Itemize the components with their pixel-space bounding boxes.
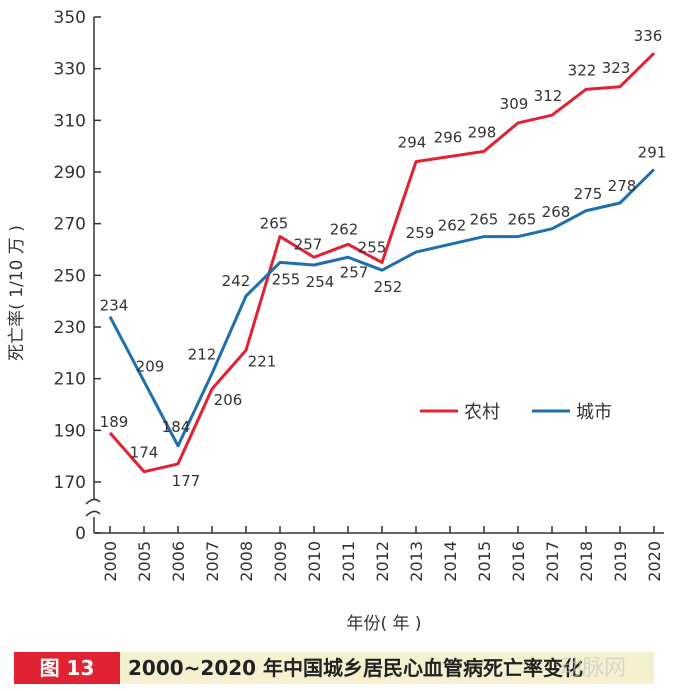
data-label-rural: 255	[358, 238, 387, 256]
y-tick-label: 330	[54, 60, 86, 80]
y-ticks: 0 170 190 210 230 250 270 290 310 330 350	[54, 8, 101, 544]
x-ticks: 2000 2005 2006 2007 2008 2009 2010 2011 2012 2013…	[101, 526, 664, 582]
data-label-urban: 242	[222, 272, 251, 290]
x-tick-label: 2017	[543, 541, 562, 582]
x-tick-label: 2010	[305, 541, 324, 582]
data-label-urban: 254	[306, 273, 335, 291]
data-label-urban: 209	[136, 357, 165, 375]
data-label-urban: 212	[188, 346, 217, 364]
data-label-urban: 255	[272, 270, 301, 288]
data-label-rural: 221	[248, 352, 277, 370]
x-axis-title: 年份( 年 )	[346, 614, 421, 634]
data-label-rural: 174	[130, 444, 159, 462]
data-label-rural: 294	[398, 134, 427, 152]
data-label-urban: 262	[438, 216, 467, 234]
chart: 0 170 190 210 230 250 270 290 310 330 350 2000 2005…	[7, 8, 667, 634]
data-label-urban: 265	[470, 211, 499, 229]
data-label-rural: 322	[568, 61, 597, 79]
data-label-rural: 298	[468, 123, 497, 141]
series-lines	[108, 52, 656, 474]
x-tick-label: 2005	[135, 541, 154, 582]
data-label-rural: 323	[602, 59, 631, 77]
series-line-rural	[108, 52, 656, 474]
x-tick-label: 2007	[203, 541, 222, 582]
legend-label-rural: 农村	[464, 402, 500, 423]
y-tick-label: 290	[54, 163, 86, 183]
y-tick-label: 230	[54, 318, 86, 338]
x-tick-label: 2014	[441, 541, 460, 582]
y-tick-label: 170	[54, 473, 86, 493]
watermark-logo: 动脉网	[560, 656, 627, 681]
data-label-urban: 234	[100, 297, 129, 315]
legend-label-urban: 城市	[576, 402, 612, 423]
x-tick-label: 2020	[645, 541, 664, 582]
figure-caption: 图 13 2000~2020 年中国城乡居民心血管病死亡率变化	[14, 652, 654, 684]
x-tick-label: 2012	[373, 541, 392, 582]
y-tick-label: 350	[54, 8, 86, 28]
x-tick-label: 2015	[475, 541, 494, 582]
y-axis-title: 死亡率( 1/10 万 )	[7, 225, 27, 361]
y-tick-label: 0	[75, 524, 86, 544]
x-tick-label: 2009	[271, 541, 290, 582]
data-label-rural: 177	[172, 472, 201, 490]
x-tick-label: 2016	[509, 541, 528, 582]
data-label-urban: 291	[638, 143, 667, 161]
data-label-urban: 259	[406, 224, 435, 242]
data-label-rural: 262	[330, 220, 359, 238]
x-tick-label: 2006	[169, 541, 188, 582]
figure-number-tag: 图 13	[14, 652, 120, 684]
x-tick-label: 2018	[577, 541, 596, 582]
data-label-rural: 265	[260, 215, 289, 233]
x-tick-label: 2008	[237, 541, 256, 582]
x-tick-label: 2013	[407, 541, 426, 582]
y-tick-label: 250	[54, 266, 86, 286]
data-label-urban: 252	[374, 278, 403, 296]
figure-title: 2000~2020 年中国城乡居民心血管病死亡率变化	[128, 656, 584, 680]
y-tick-label: 190	[54, 421, 86, 441]
series-line-urban	[108, 168, 656, 448]
data-label-rural: 206	[214, 391, 243, 409]
x-tick-label: 2011	[339, 541, 358, 582]
axis-break-mark	[85, 498, 101, 517]
y-tick-label: 310	[54, 111, 86, 131]
data-label-rural: 336	[634, 27, 663, 45]
data-label-rural: 189	[100, 413, 129, 431]
y-tick-label: 210	[54, 370, 86, 390]
legend: 农村 城市	[420, 402, 612, 423]
axes	[85, 17, 664, 534]
data-label-urban: 278	[608, 177, 637, 195]
data-label-urban: 257	[340, 263, 369, 281]
data-label-rural: 312	[534, 87, 563, 105]
y-tick-label: 270	[54, 215, 86, 235]
data-label-urban: 268	[542, 203, 571, 221]
data-label-rural: 309	[500, 95, 529, 113]
x-tick-label: 2000	[101, 541, 120, 582]
data-label-urban: 275	[574, 185, 603, 203]
data-label-rural: 296	[434, 129, 463, 147]
data-label-urban: 265	[508, 211, 537, 229]
data-label-urban: 184	[162, 418, 191, 436]
data-label-rural: 257	[294, 235, 323, 253]
x-tick-label: 2019	[611, 541, 630, 582]
